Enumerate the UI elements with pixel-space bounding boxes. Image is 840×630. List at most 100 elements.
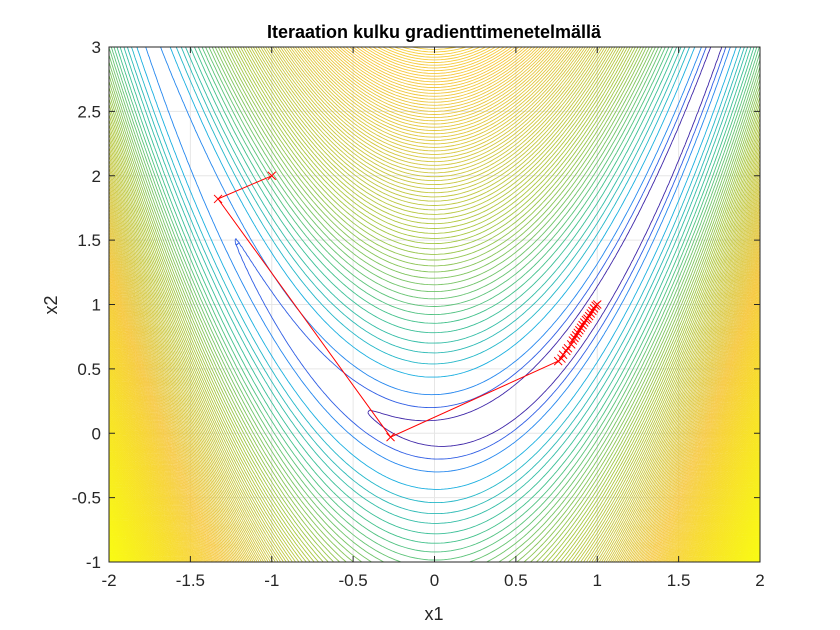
contour-line (108, 461, 761, 563)
y-tick-label: 1.5 (77, 231, 101, 250)
contour-line (108, 46, 761, 563)
contour-line (108, 535, 761, 563)
iteration-marker (592, 300, 602, 309)
contour-line (108, 302, 761, 563)
contour-line (108, 415, 761, 563)
contour-line (108, 46, 761, 563)
contour-line (108, 369, 761, 563)
contour-line (108, 305, 761, 563)
contour-line (108, 330, 761, 563)
contour-line (108, 46, 761, 563)
contour-line (108, 388, 761, 563)
contour-line (108, 46, 761, 563)
contour-line (108, 518, 761, 563)
contour-line (108, 358, 761, 563)
contour-line (108, 46, 761, 563)
contour-line (108, 382, 761, 563)
contour-line (108, 46, 761, 563)
contour-line (108, 46, 761, 563)
contour-line (108, 505, 761, 563)
contour-line (108, 46, 761, 563)
contour-line (108, 46, 761, 563)
contour-line (108, 46, 761, 563)
contour-line (108, 419, 761, 563)
contour-line (108, 46, 761, 563)
contour-line (108, 409, 761, 563)
contour-line (108, 46, 761, 563)
contour-line (108, 46, 761, 563)
contour-line (367, 46, 723, 447)
contour-line (108, 46, 761, 563)
contour-line (136, 46, 737, 490)
contour-line (108, 484, 761, 563)
contour-line (108, 446, 761, 563)
contour-line (108, 493, 761, 563)
x-tick-label: 0 (430, 571, 439, 590)
iteration-marker (568, 336, 578, 345)
contour-line (108, 46, 761, 563)
contour-line (108, 457, 761, 563)
contour-line (108, 307, 761, 563)
contour-line (108, 367, 761, 563)
contour-line (108, 46, 761, 563)
iteration-marker (578, 320, 587, 330)
contour-line (123, 46, 749, 524)
contour-line (108, 531, 761, 563)
contour-line (108, 413, 761, 563)
x-axis-label: x1 (424, 604, 443, 624)
contour-line (108, 351, 761, 563)
contour-line (108, 498, 761, 563)
contour-line (108, 401, 761, 563)
contour-line (108, 431, 761, 563)
iteration-marker (574, 325, 584, 335)
iteration-marker (386, 432, 395, 442)
contour-line (108, 395, 761, 563)
contour-line (108, 356, 761, 563)
contour-line (108, 525, 761, 563)
contour-line (108, 429, 761, 563)
x-tick-label: -0.5 (338, 571, 367, 590)
contour-line (108, 515, 761, 563)
contour-line (108, 46, 761, 563)
contour-line (108, 332, 761, 563)
contour-line (108, 399, 761, 563)
contour-line (108, 325, 761, 563)
contour-line (108, 512, 761, 563)
contour-line (108, 46, 761, 563)
x-tick-label: 1.5 (667, 571, 691, 590)
contour-line (108, 386, 761, 563)
contour-line (108, 533, 761, 563)
contour-line (108, 378, 761, 563)
contour-line (108, 470, 761, 563)
contour-line (108, 46, 761, 563)
contour-line (108, 530, 761, 563)
contour-line (126, 46, 745, 515)
contour-line (108, 46, 761, 563)
contour-line (108, 444, 761, 563)
x-tick-label: -2 (101, 571, 116, 590)
contour-line (108, 479, 761, 563)
contour-line (108, 448, 761, 563)
contour-line (108, 46, 761, 563)
contour-line (108, 510, 761, 563)
chart-title: Iteraation kulku gradienttimenetelmällä (267, 22, 602, 42)
contour-line (108, 452, 761, 563)
y-tick-label: -1 (86, 553, 101, 572)
contour-line (108, 555, 761, 563)
contour-line (108, 46, 761, 563)
contour-line (108, 466, 761, 563)
contour-line (108, 491, 761, 563)
contour-line (108, 459, 761, 563)
contour-line (116, 46, 755, 544)
iteration-marker (586, 309, 596, 318)
contour-line (108, 523, 761, 563)
contour-line (108, 342, 761, 563)
contour-line (108, 46, 761, 563)
contour-line (108, 455, 761, 563)
y-tick-label: 1 (92, 296, 101, 315)
contour-line (108, 46, 761, 563)
contour-line (108, 46, 761, 563)
contour-line (108, 433, 761, 563)
contour-line (108, 46, 761, 563)
